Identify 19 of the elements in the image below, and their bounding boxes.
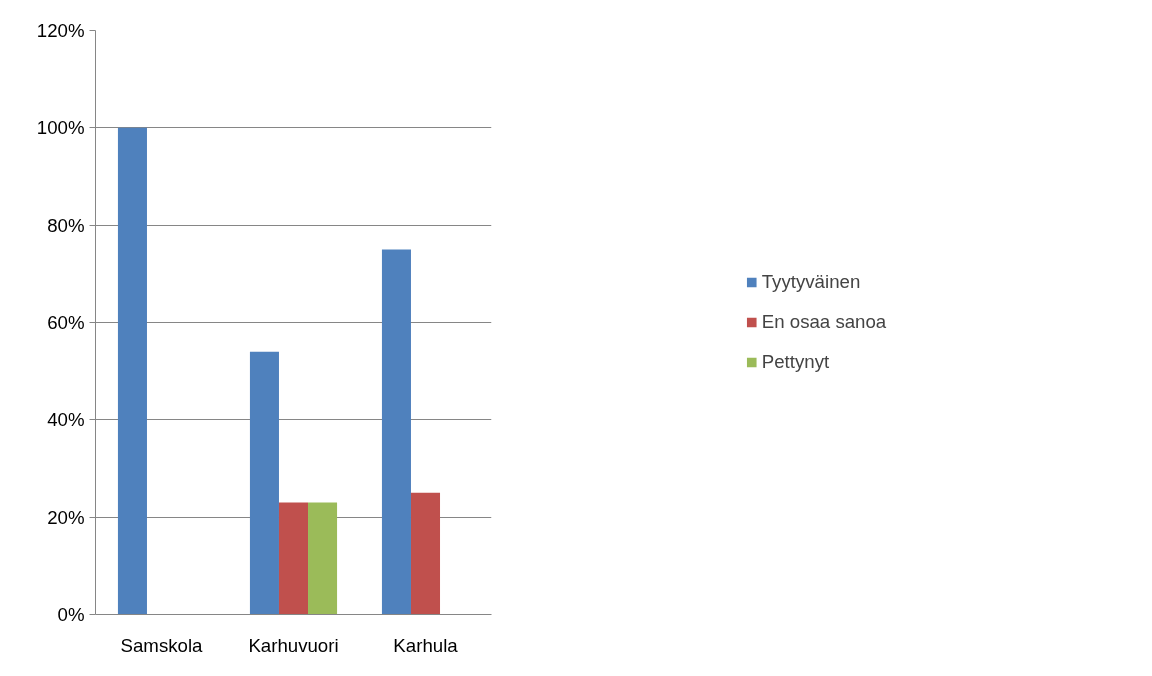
- x-tick-label: Karhuvuori: [248, 634, 339, 656]
- bar: [278, 502, 309, 615]
- y-tick-label: 100%: [36, 117, 85, 139]
- y-tick-label: 60%: [47, 312, 85, 333]
- y-tick-label: 120%: [36, 20, 85, 41]
- x-tick-label: Karhula: [393, 634, 459, 656]
- bar: [117, 127, 147, 615]
- y-tick-label: 40%: [47, 409, 85, 431]
- legend-label: Tyytyväinen: [761, 271, 861, 293]
- legend-label: Pettynyt: [761, 351, 830, 373]
- bar: [381, 249, 411, 615]
- y-tick-label: 0%: [57, 604, 85, 625]
- x-tick-label: Samskola: [120, 634, 204, 656]
- bar: [410, 492, 441, 615]
- legend-label: En osaa sanoa: [761, 311, 887, 333]
- y-tick-label: 80%: [47, 214, 85, 236]
- y-tick-label: 20%: [47, 506, 85, 528]
- bar: [249, 351, 279, 615]
- bar: [308, 502, 338, 615]
